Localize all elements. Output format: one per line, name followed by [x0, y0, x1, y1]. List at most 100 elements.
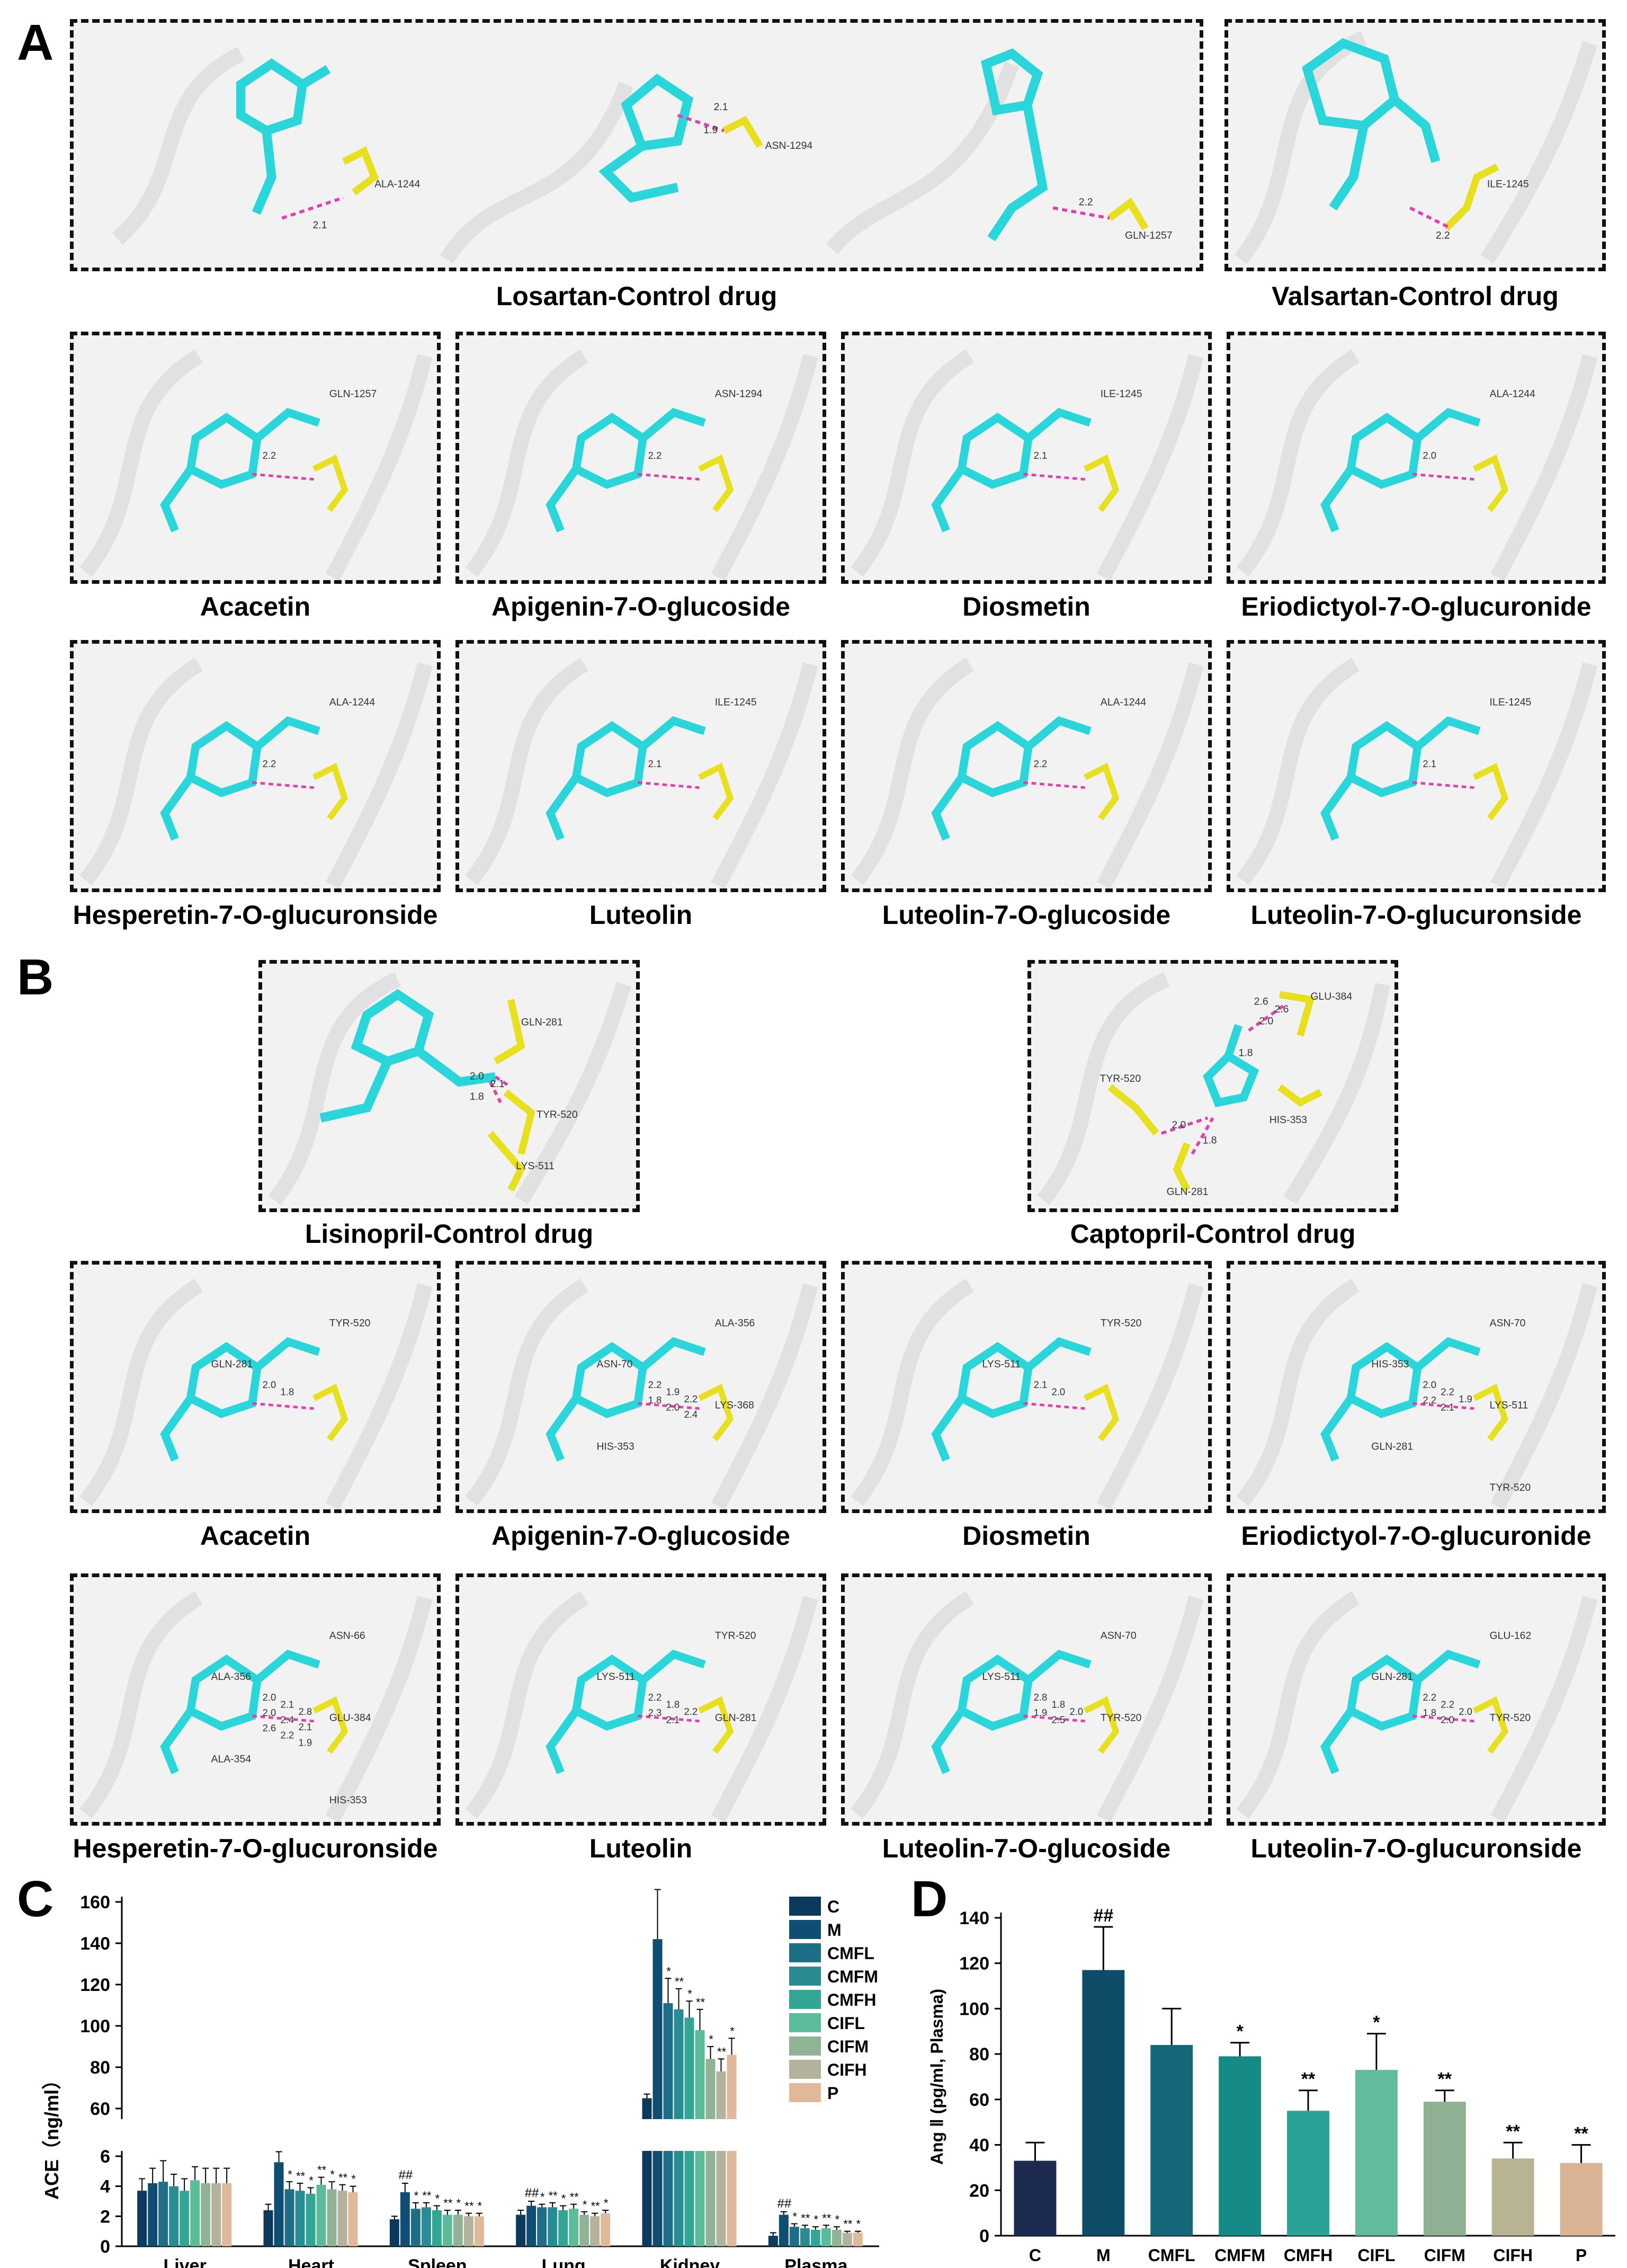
distance-label: 2.1: [490, 1078, 505, 1090]
docking-illustration: GLU-384 TYR-520 HIS-353 GLN-281 2.6 2.6 …: [1037, 972, 1390, 1205]
residue-label: GLN-281: [1371, 1440, 1413, 1452]
panelB.row3-docking-box-4: GLU-162 GLN-281 TYR-520 2.2 2.2 2.0 1.8 2.0: [1227, 1573, 1606, 1826]
y-tick-label: 40: [969, 2136, 989, 2156]
bar-CIFH: [463, 2216, 473, 2246]
bar-P: [222, 2183, 232, 2246]
residue-label: GLN-281: [1371, 1671, 1413, 1683]
y-tick-label: 0: [979, 2226, 989, 2246]
distance-label: 2.4: [684, 1409, 698, 1420]
legend-label: CMFL: [827, 1944, 874, 1963]
sig-mark: ##: [1093, 1906, 1113, 1926]
bar-P: [348, 2192, 358, 2246]
sig-mark: *: [835, 2213, 840, 2226]
docking-illustration: ALA-1244 2.2: [851, 657, 1204, 888]
distance-label: 1.8: [1203, 1135, 1217, 1146]
distance-label: 2.2: [684, 1393, 698, 1404]
residue-label: GLN-281: [521, 1016, 563, 1028]
bar-CMFM: [169, 2186, 179, 2246]
legend-label: CIFL: [827, 2014, 865, 2033]
residue-label: LYS-511: [1490, 1400, 1528, 1411]
distance-label: 2.2: [684, 1706, 698, 1717]
x-tick-label: Spleen: [408, 2256, 467, 2268]
sig-mark: *: [666, 1964, 671, 1978]
bar-CIFL: [569, 2209, 579, 2246]
bar-P: [601, 2213, 611, 2246]
bar-CIFL: [190, 2180, 200, 2246]
bar-CIFL: [442, 2214, 452, 2246]
bar-CIFL: [316, 2184, 326, 2246]
bar-M: [148, 2183, 158, 2246]
distance-label: 1.8: [648, 1394, 662, 1406]
bar-CIFL: [821, 2228, 831, 2246]
distance-label: 2.0: [1423, 450, 1436, 461]
panelA.row3-label-3: Luteolin-7-O-glucoside: [882, 900, 1171, 930]
docking-illustration: ILE-1245 2.2: [1234, 31, 1597, 264]
panelB.row3-label-2: Luteolin: [589, 1834, 693, 1863]
distance-label: 2.2: [1034, 758, 1048, 769]
distance-label: 2.0: [666, 1402, 680, 1413]
sig-mark: **: [591, 2200, 601, 2213]
bar-CMFH: [810, 2229, 820, 2246]
bar-CIFH: [590, 2216, 600, 2246]
y-tick-label: 0: [100, 2237, 110, 2257]
sig-mark: ##: [525, 2186, 539, 2200]
y-tick-label: 2: [100, 2207, 110, 2227]
residue-label: HIS-353: [329, 1794, 367, 1806]
x-tick-label: P: [1576, 2246, 1587, 2265]
residue-label: GLN-1257: [1125, 230, 1173, 242]
panelB.row2-label-2: Apigenin-7-O-glucoside: [491, 1521, 790, 1551]
bar-CMFH: [180, 2191, 190, 2246]
sig-mark: ##: [651, 1886, 665, 1889]
panelB.row2-label-1: Acacetin: [200, 1521, 311, 1551]
docking-illustration: TYR-520 LYS-511 GLN-281 2.2 1.8 2.2 2.3 2.1: [465, 1591, 818, 1822]
panelA.row2-label-3: Diosmetin: [962, 592, 1090, 621]
docking-illustration: TYR-520 LYS-511 2.1 2.0: [851, 1278, 1204, 1509]
bar-CIFH: [211, 2183, 221, 2246]
sig-mark: *: [309, 2174, 314, 2187]
distance-label: 1.9: [299, 1737, 312, 1748]
bar-M: [526, 2205, 537, 2246]
panel-letter-c: C: [17, 1871, 54, 1927]
bar-CIFM: [579, 2214, 589, 2246]
distance-label: 2.0: [1172, 1119, 1186, 1131]
docking-illustration: GLU-162 GLN-281 TYR-520 2.2 2.2 2.0 1.8 2.0: [1236, 1591, 1598, 1822]
distance-label: 2.8: [1034, 1692, 1048, 1703]
distance-label: 2.1: [714, 101, 728, 113]
residue-label: GLN-1257: [329, 388, 377, 399]
ang2-bar-chart: 0 20 40 60 80 100 120 140 Ang Ⅱ (pg/ml, Plasma) C…: [927, 1906, 1615, 2265]
distance-label: 2.5: [1052, 1714, 1066, 1726]
bar-CIFH: [716, 2071, 726, 2246]
legend-label: CIFM: [827, 2037, 869, 2056]
docking-illustration: ASN-70 LYS-511 TYR-520 2.8 1.8 2.0 1.9 2.5: [851, 1591, 1204, 1822]
sig-mark: **: [822, 2211, 832, 2225]
panel-letter-d: D: [911, 1871, 948, 1927]
docking-illustration: GLN-281 TYR-520 LYS-511 2.0 2.1 1.8: [268, 972, 631, 1205]
residue-label: ASN-1294: [765, 140, 813, 152]
distance-label: 2.2: [1441, 1699, 1454, 1710]
docking-box-lisinopril: GLN-281 TYR-520 LYS-511 2.0 2.1 1.8: [258, 960, 640, 1212]
panelA.row3-label-2: Luteolin: [589, 900, 693, 930]
sig-mark: *: [604, 2196, 609, 2210]
bar-C: [1014, 2160, 1057, 2236]
panelB.row3-docking-box-1: ASN-66 ALA-356 GLU-384 ALA-354 HIS-353 2.0 2.1…: [70, 1573, 441, 1826]
sig-mark: *: [457, 2196, 461, 2210]
bar-CIFH: [337, 2191, 347, 2246]
x-tick-label: CMFL: [1148, 2246, 1195, 2265]
docking-box-captopril: GLU-384 TYR-520 HIS-353 GLN-281 2.6 2.6 …: [1027, 960, 1398, 1212]
x-tick-label: Lung: [542, 2256, 586, 2268]
label-lisinopril: Lisinopril-Control drug: [305, 1219, 594, 1249]
bar-CIFL: [1355, 2070, 1398, 2236]
distance-label: 2.1: [299, 1721, 312, 1732]
bar-CMFM: [295, 2191, 305, 2246]
bar-CIFH: [1491, 2158, 1534, 2236]
legend-swatch-CIFL: [789, 2013, 821, 2032]
docking-illustration: ALA-356 ASN-70 LYS-368 HIS-353 2.2 1.9 2.2 1.8 2…: [465, 1278, 818, 1509]
panelB.row2-docking-box-1: TYR-520 GLN-281 2.0 1.8: [70, 1261, 441, 1513]
panelA.row3-docking-box-3: ALA-1244 2.2: [841, 640, 1212, 892]
legend-label: CIFH: [827, 2060, 867, 2079]
bar-CIFM: [453, 2214, 463, 2246]
legend-swatch-CMFH: [789, 1990, 821, 2009]
residue-label: TYR-520: [1099, 1073, 1141, 1084]
distance-label: 1.8: [1052, 1699, 1066, 1710]
panelB.row3-docking-box-2: TYR-520 LYS-511 GLN-281 2.2 1.8 2.2 2.3 2.1: [455, 1573, 826, 1826]
